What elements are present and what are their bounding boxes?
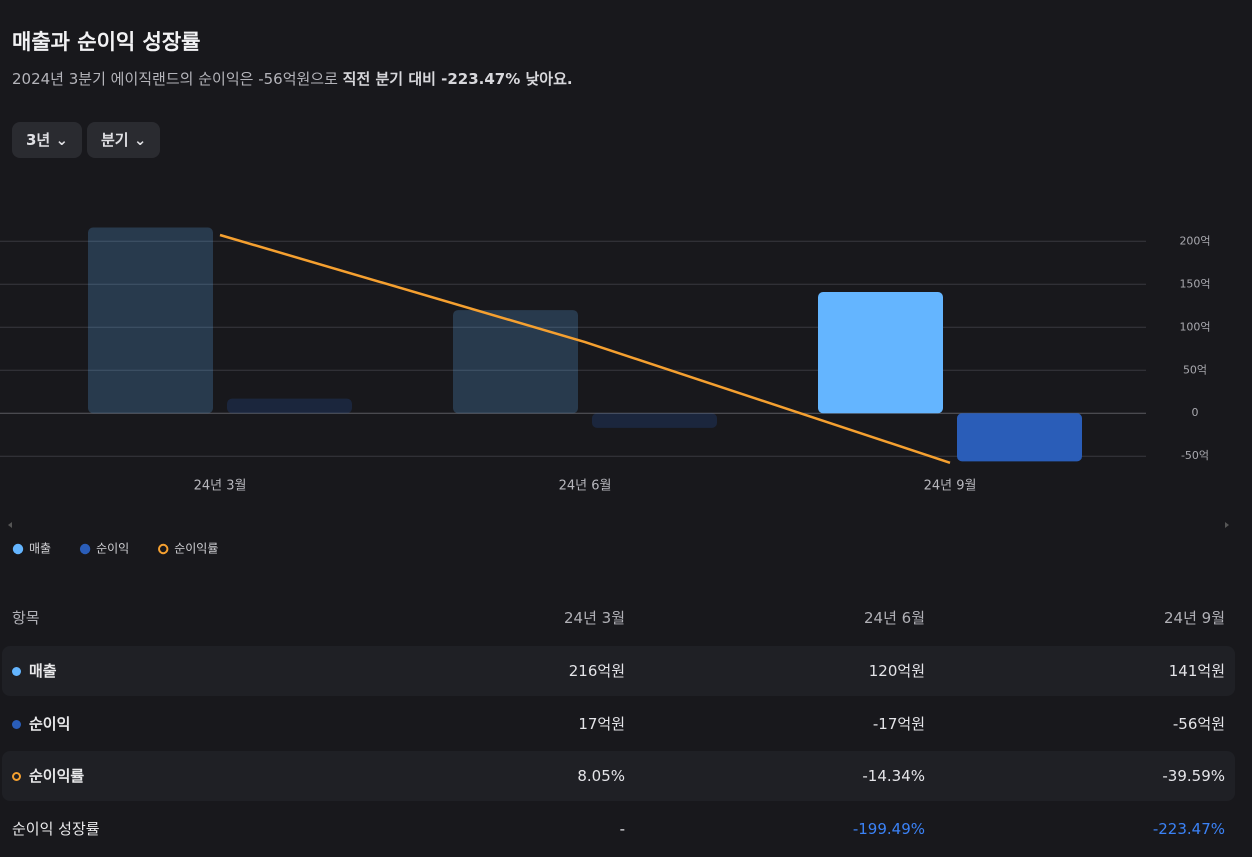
legend-marker xyxy=(12,543,24,555)
row-marker xyxy=(12,667,21,676)
row-label: 순이익률 xyxy=(12,751,84,801)
cell: -223.47% xyxy=(1152,820,1225,838)
cell: -17억원 xyxy=(872,714,925,733)
cell: 24년 3월 xyxy=(564,609,625,627)
table-row: 순이익 17억원 -17억원 -56억원 xyxy=(2,699,1235,749)
filter-label: 분기 xyxy=(101,131,129,149)
bar xyxy=(818,292,943,414)
row-label: 매출 xyxy=(12,646,57,696)
cell: 141억원 xyxy=(1168,662,1225,680)
legend-marker xyxy=(158,543,169,555)
legend-marker xyxy=(79,543,91,555)
legend-label: 매출 xyxy=(29,542,51,556)
legend-label: 순이익 xyxy=(96,542,129,556)
subtitle-highlight: 직전 분기 대비 -223.47% 낮아요. xyxy=(342,70,573,88)
scroll-left[interactable] xyxy=(8,522,12,528)
y-tick-label: 50억 xyxy=(1183,363,1207,376)
table-row: 순이익률 8.05% -14.34% -39.59% xyxy=(2,751,1235,801)
bar xyxy=(957,413,1082,462)
cell: -39.59% xyxy=(1162,767,1225,785)
row-marker xyxy=(12,719,21,729)
x-tick-label: 24년 3월 xyxy=(194,479,247,494)
bar xyxy=(88,227,213,414)
y-tick-label: 150억 xyxy=(1179,277,1210,290)
cell: 17억원 xyxy=(578,714,625,733)
row-label: 순이익 xyxy=(12,699,70,749)
y-tick-label: 0 xyxy=(1192,406,1199,419)
subtitle: 2024년 3분기 에이직랜드의 순이익은 -56억원으로 직전 분기 대비 -… xyxy=(12,68,573,89)
cell: 8.05% xyxy=(577,767,625,785)
cell: -14.34% xyxy=(862,767,925,785)
unit-filter[interactable]: 분기 ⌄ xyxy=(87,122,161,158)
row-name: 순이익률 xyxy=(29,767,85,785)
filter-label: 3년 xyxy=(26,131,51,149)
growth-row: 순이익 성장률 - -199.49% -223.47% xyxy=(2,804,1235,854)
cell: 24년 9월 xyxy=(1164,609,1225,627)
y-tick-label: -50억 xyxy=(1181,449,1209,462)
row-name: 순이익 xyxy=(29,714,71,733)
table-row: 매출 216억원 120억원 141억원 xyxy=(2,646,1235,696)
legend-label: 순이익률 xyxy=(174,542,218,556)
cell: -199.49% xyxy=(852,820,925,838)
row-name: 매출 xyxy=(29,662,57,680)
line xyxy=(219,233,951,464)
cell: -56억원 xyxy=(1172,714,1225,733)
bar xyxy=(592,413,717,428)
cell: 24년 6월 xyxy=(864,609,925,627)
title: 매출과 순이익 성장률 xyxy=(12,30,201,54)
row-label: 순이익 성장률 xyxy=(12,820,100,838)
header-row: 항목 24년 3월 24년 6월 24년 9월 xyxy=(2,593,1235,643)
cell: 120억원 xyxy=(868,662,925,680)
chart: 200억 150억 100억 50억 0 -50억 24년 3월 24년 6월 24년 9월매출… xyxy=(0,227,1229,556)
x-tick-label: 24년 9월 xyxy=(924,479,977,494)
cell: 216억원 xyxy=(568,662,625,680)
subtitle-text: 2024년 3분기 에이직랜드의 순이익은 -56억원으로 xyxy=(12,70,343,88)
period-filter[interactable]: 3년 ⌄ xyxy=(12,122,83,158)
bar xyxy=(453,310,578,414)
row-marker xyxy=(12,772,21,781)
x-tick-label: 24년 6월 xyxy=(559,479,612,494)
y-tick-label: 200억 xyxy=(1179,234,1210,247)
cell: - xyxy=(619,820,625,838)
y-tick-label: 100억 xyxy=(1179,320,1210,333)
scroll-right[interactable] xyxy=(1225,522,1229,528)
header-label: 항목 xyxy=(12,609,40,627)
bar xyxy=(227,398,352,414)
